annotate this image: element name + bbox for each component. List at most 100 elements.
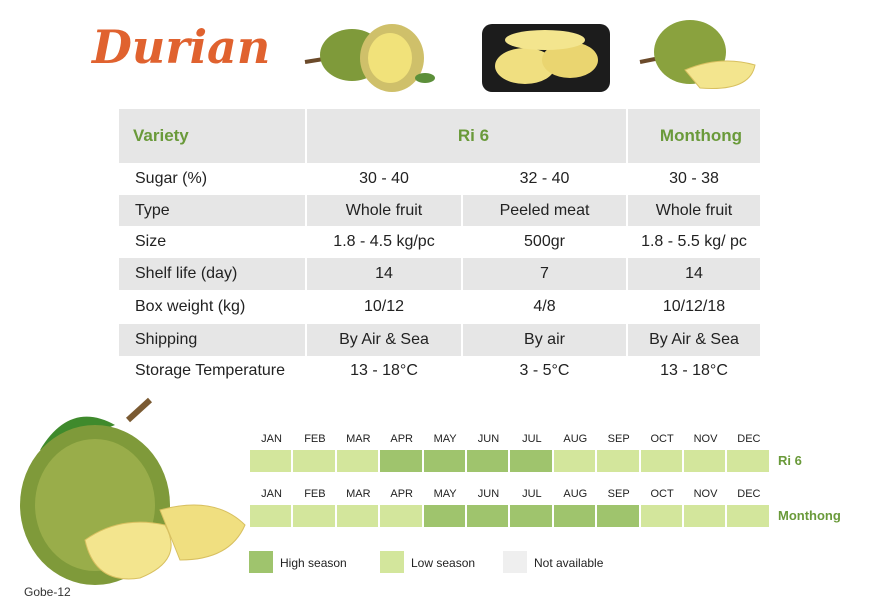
- variety-label: Ri 6: [778, 453, 802, 468]
- season-cell: [467, 450, 511, 472]
- table-cell: Size: [119, 226, 307, 258]
- header-cell: Ri 6: [307, 109, 628, 163]
- month-label: MAR: [346, 488, 371, 500]
- month-label: MAR: [346, 433, 371, 445]
- legend-swatch: [380, 551, 404, 573]
- season-cell: [727, 505, 771, 527]
- title: Durian: [92, 20, 271, 74]
- month-label: MAY: [433, 488, 457, 500]
- table-cell: 10/12/18: [628, 290, 762, 324]
- month-label: JUN: [477, 433, 500, 445]
- table-row: [119, 163, 762, 195]
- legend-label: Low season: [411, 556, 476, 570]
- season-cell: [380, 450, 424, 472]
- legend-swatch: [249, 551, 273, 573]
- season-cell: [250, 505, 294, 527]
- table-cell: 13 - 18°C: [307, 356, 463, 385]
- table-row: [119, 258, 762, 290]
- month-label: OCT: [650, 488, 674, 500]
- month-label: FEB: [304, 488, 326, 500]
- month-label: SEP: [607, 433, 630, 445]
- season-cell: [684, 450, 728, 472]
- table-cell: 7: [463, 258, 628, 290]
- table-row: [119, 290, 762, 324]
- season-cell: [510, 450, 554, 472]
- season-cell: [510, 505, 554, 527]
- season-cell: [684, 505, 728, 527]
- legend-label: Not available: [534, 556, 604, 570]
- month-label: JAN: [261, 488, 282, 500]
- month-label: APR: [390, 433, 413, 445]
- season-cell: [293, 450, 337, 472]
- durian-big: [20, 397, 246, 585]
- spec-table: Variety Ri 6 Monthong Sugar (%) 30 - 40 32 - …: [119, 109, 762, 385]
- table-cell: 14: [628, 258, 762, 290]
- table-cell: By Air & Sea: [628, 324, 762, 356]
- table-cell: 13 - 18°C: [628, 356, 762, 385]
- table-cell: 1.8 - 4.5 kg/pc: [307, 226, 463, 258]
- month-label: NOV: [693, 488, 718, 500]
- season-cell: [293, 505, 337, 527]
- table-cell: Sugar (%): [119, 163, 307, 195]
- season-cell: [336, 450, 381, 472]
- season-cell: [597, 450, 641, 472]
- table-cell: By air: [463, 324, 628, 356]
- table-cell: Shipping: [119, 324, 307, 356]
- season-cell: [380, 505, 424, 527]
- table-cell: 1.8 - 5.5 kg/ pc: [628, 226, 762, 258]
- month-label: FEB: [304, 433, 326, 445]
- table-cell: Storage Temperature: [119, 356, 307, 385]
- legend-label: High season: [280, 556, 347, 570]
- variety-label: Monthong: [778, 508, 841, 523]
- table-cell: 30 - 40: [307, 163, 463, 195]
- month-label: DEC: [737, 488, 761, 500]
- season-cell: [250, 450, 294, 472]
- month-label: APR: [390, 488, 413, 500]
- month-label: MAY: [433, 433, 457, 445]
- table-cell: 3 - 5°C: [463, 356, 628, 385]
- table-row: [119, 324, 762, 356]
- month-label: NOV: [693, 433, 718, 445]
- table-cell: 32 - 40: [463, 163, 628, 195]
- table-row: [119, 195, 762, 226]
- table-cell: Peeled meat: [463, 195, 628, 226]
- season-cell: [336, 505, 381, 527]
- season-cell: [423, 450, 467, 472]
- table-row: [119, 226, 762, 258]
- season-cell: [423, 505, 467, 527]
- table-cell: Box weight (kg): [119, 290, 307, 324]
- durian-top-2: [639, 20, 756, 90]
- season-cell: [597, 505, 641, 527]
- table-cell: 500gr: [463, 226, 628, 258]
- season-cell: [467, 505, 511, 527]
- month-label: OCT: [650, 433, 674, 445]
- header-cell: Variety: [119, 109, 307, 163]
- month-label: JUN: [477, 488, 500, 500]
- table-cell: Shelf life (day): [119, 258, 307, 290]
- month-label: JUL: [522, 433, 542, 445]
- month-label: AUG: [563, 433, 588, 445]
- table-cell: 30 - 38: [628, 163, 762, 195]
- table-cell: Whole fruit: [307, 195, 463, 226]
- season-cell: [640, 505, 684, 527]
- header-cell: Monthong: [628, 109, 762, 163]
- table-cell: 10/12: [307, 290, 463, 324]
- season-cell: [727, 450, 771, 472]
- month-label: SEP: [607, 488, 630, 500]
- header-row: [119, 109, 762, 163]
- season-cell: [640, 450, 684, 472]
- month-label: DEC: [737, 433, 761, 445]
- table-cell: Type: [119, 195, 307, 226]
- season-cell: [553, 505, 598, 527]
- season-cell: [553, 450, 598, 472]
- footer: Gobe-12: [24, 585, 71, 599]
- table-cell: 4/8: [463, 290, 628, 324]
- durian-top-1: [304, 24, 435, 92]
- legend-swatch: [503, 551, 527, 573]
- month-label: JUL: [522, 488, 542, 500]
- month-label: AUG: [563, 488, 588, 500]
- durian-box: [482, 24, 610, 92]
